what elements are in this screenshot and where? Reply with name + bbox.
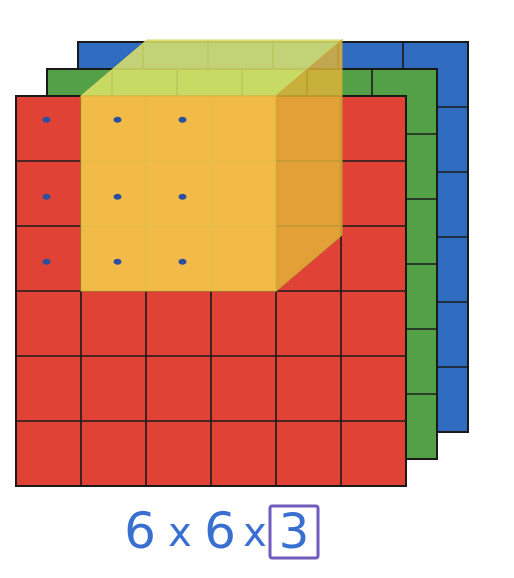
sample-dot [42,258,51,265]
sample-dot [178,258,187,265]
filter-front-face [80,95,277,292]
sample-dot [42,116,51,123]
sample-dot [42,193,51,200]
filter-cube [79,38,344,293]
sample-dot [113,193,122,200]
annotation-height: 6 [124,502,156,560]
annotation-depth-box [268,504,320,560]
annotation-times-1: x [168,510,192,556]
sample-dot [113,258,122,265]
annotation-times-2: x [243,510,267,556]
annotation-width: 6 [204,502,236,560]
sample-dot [113,116,122,123]
annotation-depth: 3 [279,504,310,560]
sample-dot [178,193,187,200]
filter-dots [42,116,187,265]
sample-dot [178,116,187,123]
dimension-annotation: 6 x 6 x 3 [124,502,320,560]
